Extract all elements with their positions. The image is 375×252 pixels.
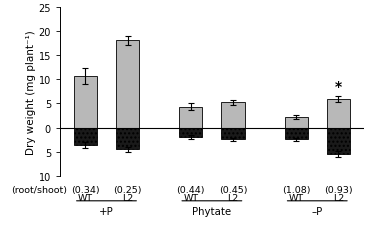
Text: (0.93): (0.93) [324,185,352,194]
Bar [285,117,308,128]
Bar [221,103,245,128]
Text: (1.08): (1.08) [282,185,310,194]
Text: (0.25): (0.25) [113,185,142,194]
Bar [74,128,97,145]
Text: –P: –P [312,206,323,216]
Bar [285,128,308,140]
Text: WT: WT [183,193,198,202]
Text: *: * [335,80,342,94]
Text: (root/shoot): (root/shoot) [12,185,68,194]
Bar [327,100,350,128]
Text: Phytate: Phytate [192,206,231,216]
Bar [116,41,139,128]
Text: L2: L2 [333,193,344,202]
Text: WT: WT [78,193,93,202]
Bar [327,128,350,155]
Bar [179,128,203,137]
Text: (0.44): (0.44) [177,185,205,194]
Y-axis label: Dry weight (mg plant⁻¹): Dry weight (mg plant⁻¹) [26,30,36,154]
Text: (0.34): (0.34) [71,185,100,194]
Bar [221,128,245,140]
Bar [74,77,97,128]
Text: +P: +P [99,206,114,216]
Bar [116,128,139,150]
Text: (0.45): (0.45) [219,185,247,194]
Text: L2: L2 [122,193,133,202]
Bar [179,107,203,128]
Text: WT: WT [289,193,304,202]
Text: L2: L2 [227,193,238,202]
